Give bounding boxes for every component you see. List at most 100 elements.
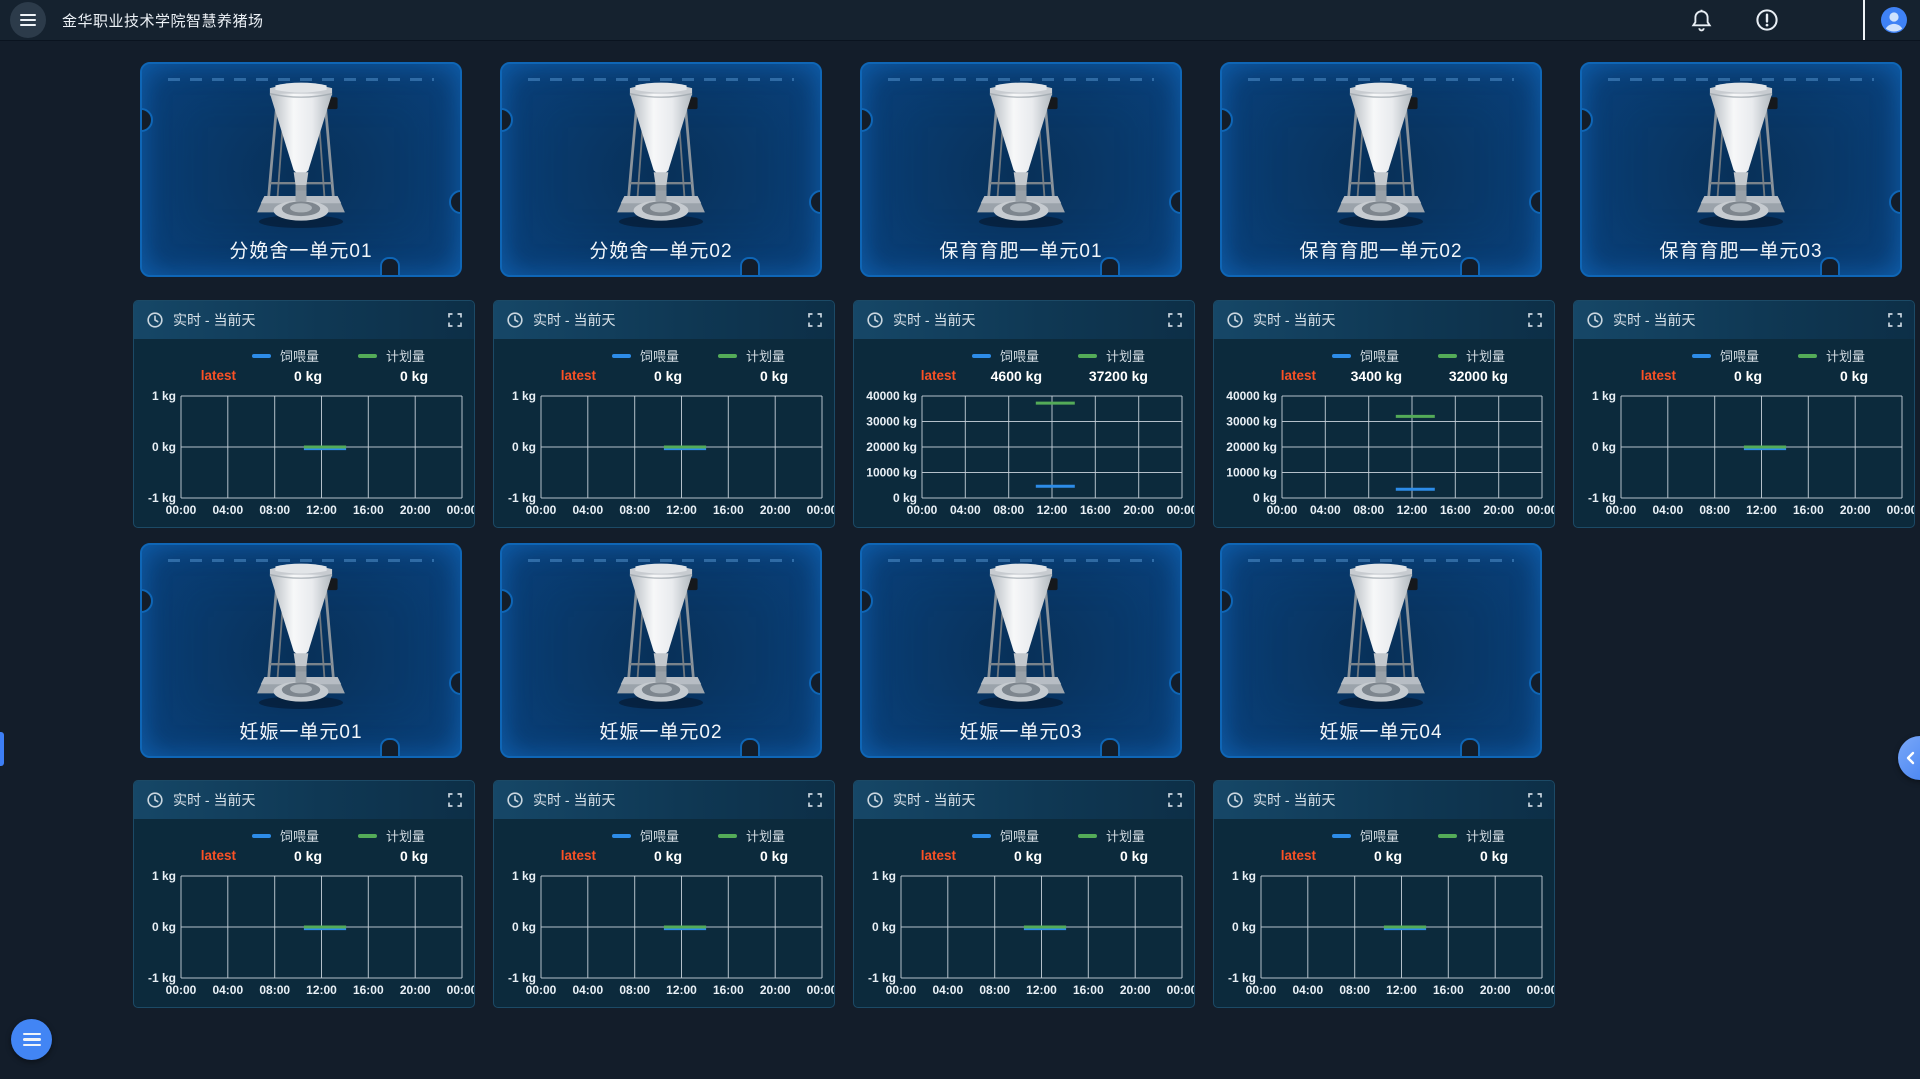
legend-series-plan[interactable]: 计划量	[712, 826, 818, 845]
expand-panel-button[interactable]	[1888, 313, 1902, 327]
card-notch	[449, 190, 460, 214]
svg-text:1 kg: 1 kg	[1592, 390, 1616, 403]
unit-card[interactable]: 保育育肥一单元03	[1580, 62, 1902, 277]
legend-series-plan[interactable]: 计划量	[352, 346, 458, 365]
expand-panel-button[interactable]	[448, 793, 462, 807]
unit-card[interactable]: 保育育肥一单元01	[860, 62, 1182, 277]
legend-spacer	[870, 346, 966, 365]
panel-header[interactable]: 实时 - 当前天	[1214, 301, 1554, 339]
svg-text:12:00: 12:00	[1386, 983, 1417, 997]
unit-card-label: 妊娠一单元04	[1319, 722, 1443, 743]
expand-panel-button[interactable]	[808, 313, 822, 327]
clock-icon	[507, 792, 523, 808]
svg-text:08:00: 08:00	[259, 503, 290, 517]
panel-header[interactable]: 实时 - 当前天	[134, 781, 474, 819]
svg-text:0 kg: 0 kg	[152, 920, 176, 934]
svg-text:12:00: 12:00	[666, 503, 697, 517]
collapse-right-button[interactable]	[1898, 736, 1920, 780]
svg-text:00:00: 00:00	[166, 503, 197, 517]
unit-card[interactable]: 保育育肥一单元02	[1220, 62, 1542, 277]
panel-header[interactable]: 实时 - 当前天	[494, 781, 834, 819]
chart-legend: 饲喂量 计划量 latest 4600 kg 37200 kg	[854, 346, 1194, 387]
app-header: 金华职业技术学院智慧养猪场	[0, 0, 1920, 40]
feed-hopper-image	[237, 555, 365, 713]
expand-panel-button[interactable]	[1528, 793, 1542, 807]
user-avatar-button[interactable]	[1880, 6, 1908, 34]
legend-series-plan[interactable]: 计划量	[1792, 346, 1898, 365]
left-edge-handle[interactable]	[0, 732, 4, 766]
unit-card-label: 保育育肥一单元01	[939, 241, 1103, 262]
svg-text:08:00: 08:00	[979, 983, 1010, 997]
legend-series-plan[interactable]: 计划量	[352, 826, 458, 845]
svg-text:00:00: 00:00	[1167, 503, 1194, 517]
legend-series-feed[interactable]: 饲喂量	[606, 826, 712, 845]
legend-series-feed[interactable]: 饲喂量	[246, 826, 352, 845]
svg-text:-1 kg: -1 kg	[148, 971, 176, 985]
expand-panel-button[interactable]	[1168, 793, 1182, 807]
legend-series-plan[interactable]: 计划量	[1072, 826, 1178, 845]
menu-button[interactable]	[10, 2, 46, 38]
card-notch	[862, 589, 873, 613]
card-notch	[142, 108, 153, 132]
unit-card[interactable]: 分娩舍一单元02	[500, 62, 822, 277]
svg-text:08:00: 08:00	[993, 503, 1024, 517]
chart-panel: 实时 - 当前天 饲喂量 计划量 latest 0 kg 0 kg 1 kg 0 …	[493, 300, 835, 528]
card-top-decoration	[1248, 78, 1514, 81]
legend-series-feed[interactable]: 饲喂量	[966, 346, 1072, 365]
unit-card[interactable]: 妊娠一单元01	[140, 543, 462, 758]
avatar-icon	[1881, 7, 1907, 33]
panel-header[interactable]: 实时 - 当前天	[134, 301, 474, 339]
legend-series-plan[interactable]: 计划量	[1072, 346, 1178, 365]
unit-card[interactable]: 妊娠一单元04	[1220, 543, 1542, 758]
expand-panel-button[interactable]	[808, 793, 822, 807]
card-top-decoration	[168, 559, 434, 562]
legend-series-plan[interactable]: 计划量	[712, 346, 818, 365]
clock-icon	[147, 312, 163, 328]
unit-card[interactable]: 分娩舍一单元01	[140, 62, 462, 277]
legend-latest-label: latest	[920, 368, 956, 383]
unit-card-label: 妊娠一单元02	[599, 722, 723, 743]
alerts-button[interactable]	[1755, 8, 1779, 32]
floating-menu-button[interactable]	[11, 1019, 52, 1060]
panel-header[interactable]: 实时 - 当前天	[854, 301, 1194, 339]
svg-text:0 kg: 0 kg	[152, 440, 176, 454]
legend-series-feed[interactable]: 饲喂量	[966, 826, 1072, 845]
svg-text:04:00: 04:00	[572, 503, 603, 517]
unit-card-label: 妊娠一单元03	[959, 722, 1083, 743]
unit-card[interactable]: 妊娠一单元02	[500, 543, 822, 758]
svg-text:00:00: 00:00	[807, 983, 834, 997]
panel-header[interactable]: 实时 - 当前天	[494, 301, 834, 339]
card-top-decoration	[888, 559, 1154, 562]
legend-series-feed[interactable]: 饲喂量	[1326, 826, 1432, 845]
panel-header[interactable]: 实时 - 当前天	[854, 781, 1194, 819]
svg-text:1 kg: 1 kg	[152, 390, 176, 403]
card-notch	[1169, 190, 1180, 214]
svg-text:1 kg: 1 kg	[512, 870, 536, 883]
svg-text:20:00: 20:00	[1123, 503, 1154, 517]
notifications-button[interactable]	[1690, 8, 1713, 32]
chart-legend: 饲喂量 计划量 latest 0 kg 0 kg	[1214, 826, 1554, 867]
svg-text:08:00: 08:00	[619, 503, 650, 517]
legend-series-plan[interactable]: 计划量	[1432, 826, 1538, 845]
expand-panel-button[interactable]	[1168, 313, 1182, 327]
legend-series-feed[interactable]: 饲喂量	[246, 346, 352, 365]
panel-header[interactable]: 实时 - 当前天	[1574, 301, 1914, 339]
legend-series-plan[interactable]: 计划量	[1432, 346, 1538, 365]
legend-series-feed[interactable]: 饲喂量	[1326, 346, 1432, 365]
panel-header[interactable]: 实时 - 当前天	[1214, 781, 1554, 819]
expand-panel-button[interactable]	[448, 313, 462, 327]
legend-series-feed[interactable]: 饲喂量	[1686, 346, 1792, 365]
legend-series-feed[interactable]: 饲喂量	[606, 346, 712, 365]
chart-legend: 饲喂量 计划量 latest 0 kg 0 kg	[854, 826, 1194, 867]
unit-card[interactable]: 妊娠一单元03	[860, 543, 1182, 758]
expand-panel-button[interactable]	[1528, 313, 1542, 327]
